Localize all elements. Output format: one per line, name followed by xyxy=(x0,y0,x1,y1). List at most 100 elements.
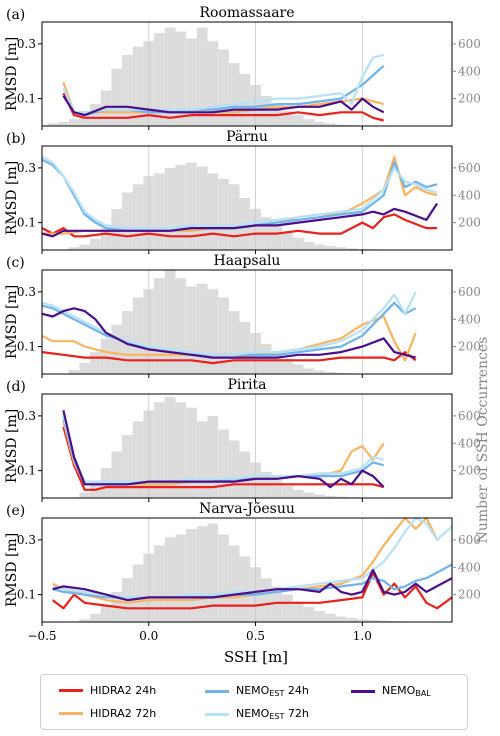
histogram-bar xyxy=(314,370,325,374)
histogram-bar xyxy=(314,611,325,622)
legend: HIDRA2 24h HIDRA2 72h NEMOEST 24h NEMOES… xyxy=(40,674,468,730)
histogram-bar xyxy=(58,121,69,126)
histogram-bar xyxy=(100,228,112,250)
plot-frame xyxy=(41,269,453,375)
panel-0: 0.1 0.3 200 400 600 Roomassaare (a) RMSD [m] xyxy=(4,5,481,130)
histogram-bar xyxy=(346,617,357,622)
histogram-bar xyxy=(154,402,165,498)
histogram-bar xyxy=(239,322,251,374)
series-line xyxy=(62,95,385,117)
histogram-bar xyxy=(196,27,208,126)
histogram-bar xyxy=(228,440,240,498)
histogram-bar xyxy=(271,225,283,250)
histogram-bar xyxy=(207,415,219,498)
histogram-bar xyxy=(164,537,176,622)
panel-title: Pirita xyxy=(227,377,266,393)
histogram-bar xyxy=(175,278,187,374)
y2-axis-label: Number of SSH Occurrences xyxy=(475,337,491,544)
series-line xyxy=(41,351,417,365)
legend-item-hidra2-72h: HIDRA2 72h xyxy=(59,707,156,720)
legend-swatch xyxy=(351,689,375,693)
panel-letter: (a) xyxy=(6,7,25,23)
histogram-bar xyxy=(175,534,187,622)
panel-title: Pärnu xyxy=(226,129,268,145)
x-tick-label: −0.5 xyxy=(27,629,56,643)
histogram-bar xyxy=(314,121,325,126)
histogram-bar xyxy=(79,492,91,498)
histogram-bar xyxy=(100,467,112,498)
legend-swatch xyxy=(59,689,83,692)
legend-label: NEMOEST 72h xyxy=(236,707,309,721)
histogram-bar xyxy=(324,495,336,498)
histogram-bar xyxy=(303,492,315,498)
histogram-bar xyxy=(335,247,347,250)
histogram-bar xyxy=(196,526,208,622)
panel-title: Roomassaare xyxy=(199,5,294,21)
x-tick-label: 0.5 xyxy=(246,629,265,643)
histogram-bar xyxy=(154,545,165,622)
panel-letter: (d) xyxy=(6,379,26,395)
panel-letter: (e) xyxy=(6,503,25,519)
histogram-bar xyxy=(207,289,219,374)
histogram-bar xyxy=(68,247,80,250)
histogram-bar xyxy=(175,165,187,250)
histogram-bar xyxy=(100,90,112,126)
panel-letter: (b) xyxy=(6,131,26,147)
histogram-bar xyxy=(196,283,208,374)
histogram-bar xyxy=(111,451,123,498)
histogram-bar xyxy=(282,358,293,374)
histogram-bar xyxy=(282,110,293,126)
histogram-bar xyxy=(303,241,315,250)
y2-tick-label: 600 xyxy=(458,285,481,299)
histogram-bar xyxy=(314,494,325,498)
y2-tick-label: 400 xyxy=(458,560,481,574)
y2-tick-label: 400 xyxy=(458,436,481,450)
histogram-bar xyxy=(335,124,347,126)
y2-tick-label: 600 xyxy=(458,37,481,51)
histogram-bar xyxy=(324,371,336,374)
histogram-bar xyxy=(186,162,197,250)
histogram-bar xyxy=(324,123,336,126)
histogram-bar xyxy=(239,74,251,126)
y-axis-label: RMSD [m] xyxy=(4,285,20,359)
histogram-bar xyxy=(292,237,304,250)
histogram-bar xyxy=(196,421,208,498)
histogram-bar xyxy=(335,372,347,374)
histogram-bar xyxy=(90,352,101,374)
panel-title: Haapsalu xyxy=(214,253,281,269)
series-line xyxy=(41,202,439,238)
y-tick-label: 0.3 xyxy=(17,161,36,175)
y-tick-label: 0.3 xyxy=(17,533,36,547)
y2-tick-label: 200 xyxy=(458,588,481,602)
histogram-bar xyxy=(303,606,315,622)
y-axis-label: RMSD [m] xyxy=(4,37,20,111)
histogram-bar xyxy=(122,192,133,250)
histogram-bar xyxy=(154,173,165,250)
panel-3: 0.1 0.3 200 400 600 Pirita (d) RMSD [m] xyxy=(4,377,481,502)
histogram-bar xyxy=(68,119,80,126)
y-tick-label: 0.1 xyxy=(17,92,36,106)
histogram-bar xyxy=(260,578,272,622)
legend-item-nemo-est-72h: NEMOEST 72h xyxy=(205,707,309,721)
histogram-bar xyxy=(292,489,304,498)
histogram-bar xyxy=(154,32,165,126)
histogram-bar xyxy=(303,368,315,374)
histogram-bar xyxy=(239,556,251,622)
legend-label: HIDRA2 72h xyxy=(90,707,157,720)
y2-tick-label: 200 xyxy=(458,92,481,106)
histogram-bar xyxy=(260,95,272,126)
legend-label: NEMOEST 24h xyxy=(236,684,309,698)
histogram-bar xyxy=(218,534,229,622)
legend-item-nemo-bal: NEMOBAL xyxy=(351,684,431,698)
histogram-bar xyxy=(324,245,336,250)
histogram-bar xyxy=(186,407,197,498)
histogram-bar xyxy=(47,123,59,126)
histogram-bar xyxy=(164,396,176,498)
y2-tick-label: 600 xyxy=(458,409,481,423)
histogram-bar xyxy=(154,278,165,374)
histogram-bar xyxy=(186,286,197,374)
histogram-bar xyxy=(324,613,336,622)
histogram-bar xyxy=(186,528,197,622)
y-axis-label: RMSD [m] xyxy=(4,161,20,235)
panel-title: Narva-Jõesuu xyxy=(199,501,295,517)
